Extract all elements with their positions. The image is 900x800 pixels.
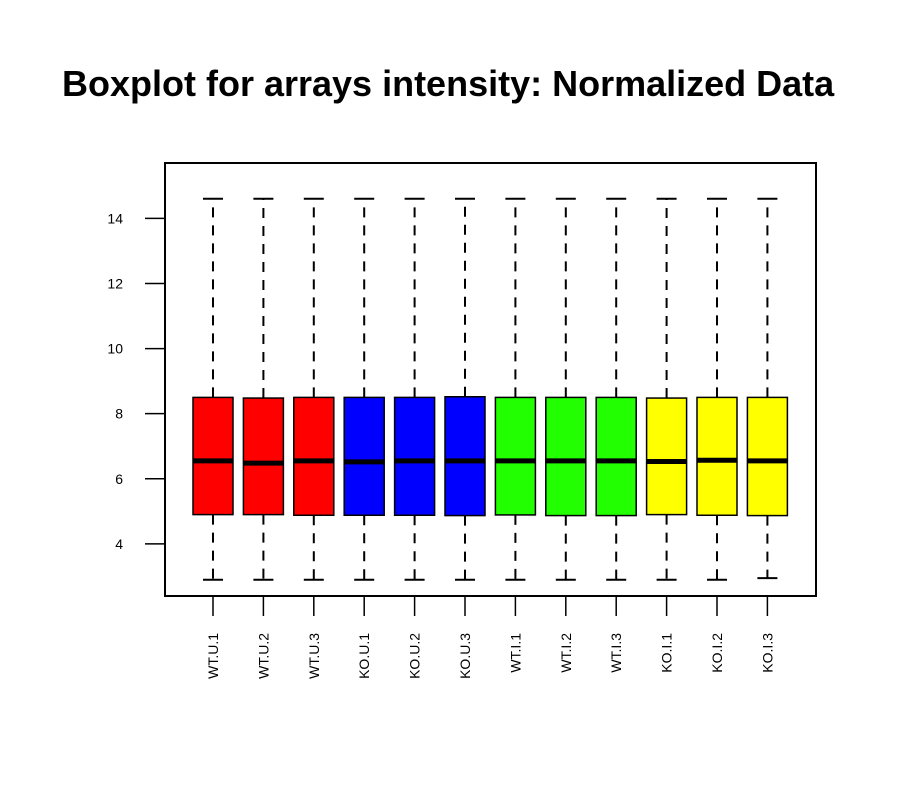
y-tick-label-6: 6 (115, 471, 123, 487)
box-iqr (343, 396, 385, 517)
x-tick-label-WT.I.2: WT.I.2 (558, 633, 574, 673)
x-tick-label-KO.I.1: KO.I.1 (659, 633, 675, 673)
box-iqr (696, 396, 738, 517)
x-tick-label-WT.U.1: WT.U.1 (205, 633, 221, 679)
box-KO.I.2 (696, 197, 738, 581)
y-tick-label-8: 8 (115, 406, 123, 422)
x-tick-label-WT.I.3: WT.I.3 (608, 633, 624, 673)
y-tick-label-4: 4 (115, 536, 123, 552)
x-axis: WT.U.1 WT.U.2 WT.U.3 KO.U.1 KO.U.2 KO.U.3 WT.I… (205, 595, 775, 679)
x-tick-label-WT.U.3: WT.U.3 (306, 633, 322, 679)
y-tick-label-12: 12 (107, 275, 123, 291)
y-tick-label-14: 14 (107, 210, 123, 226)
box-iqr (444, 396, 486, 517)
box-WT.I.1 (494, 197, 537, 581)
box-KO.I.3 (746, 197, 789, 580)
box-WT.I.3 (595, 197, 637, 581)
box-iqr (293, 396, 335, 517)
box-iqr (595, 396, 637, 517)
box-WT.U.1 (192, 197, 234, 581)
box-iqr (393, 396, 436, 517)
box-iqr (494, 396, 537, 516)
y-axis: 4 6 8 10 12 14 (107, 210, 166, 552)
box-KO.I.1 (645, 197, 688, 581)
box-KO.U.2 (393, 197, 436, 581)
x-tick-label-KO.I.2: KO.I.2 (709, 633, 725, 673)
x-tick-label-KO.U.3: KO.U.3 (457, 633, 473, 679)
box-WT.U.3 (293, 197, 335, 581)
x-tick-label-WT.U.2: WT.U.2 (255, 633, 271, 679)
x-tick-label-KO.U.2: KO.U.2 (407, 633, 423, 679)
boxes-group (192, 197, 789, 581)
chart-title: Boxplot for arrays intensity: Normalized… (62, 63, 835, 104)
y-tick-label-10: 10 (107, 341, 123, 357)
box-iqr (746, 396, 789, 517)
box-WT.U.2 (242, 197, 285, 581)
box-iqr (545, 396, 587, 517)
box-WT.I.2 (545, 197, 587, 581)
box-iqr (645, 397, 688, 516)
box-KO.U.1 (343, 197, 385, 581)
x-tick-label-KO.U.1: KO.U.1 (356, 633, 372, 679)
x-tick-label-WT.I.1: WT.I.1 (507, 633, 523, 673)
box-iqr (192, 396, 234, 516)
x-tick-label-KO.I.3: KO.I.3 (759, 633, 775, 673)
box-iqr (242, 397, 285, 516)
box-KO.U.3 (444, 197, 486, 581)
